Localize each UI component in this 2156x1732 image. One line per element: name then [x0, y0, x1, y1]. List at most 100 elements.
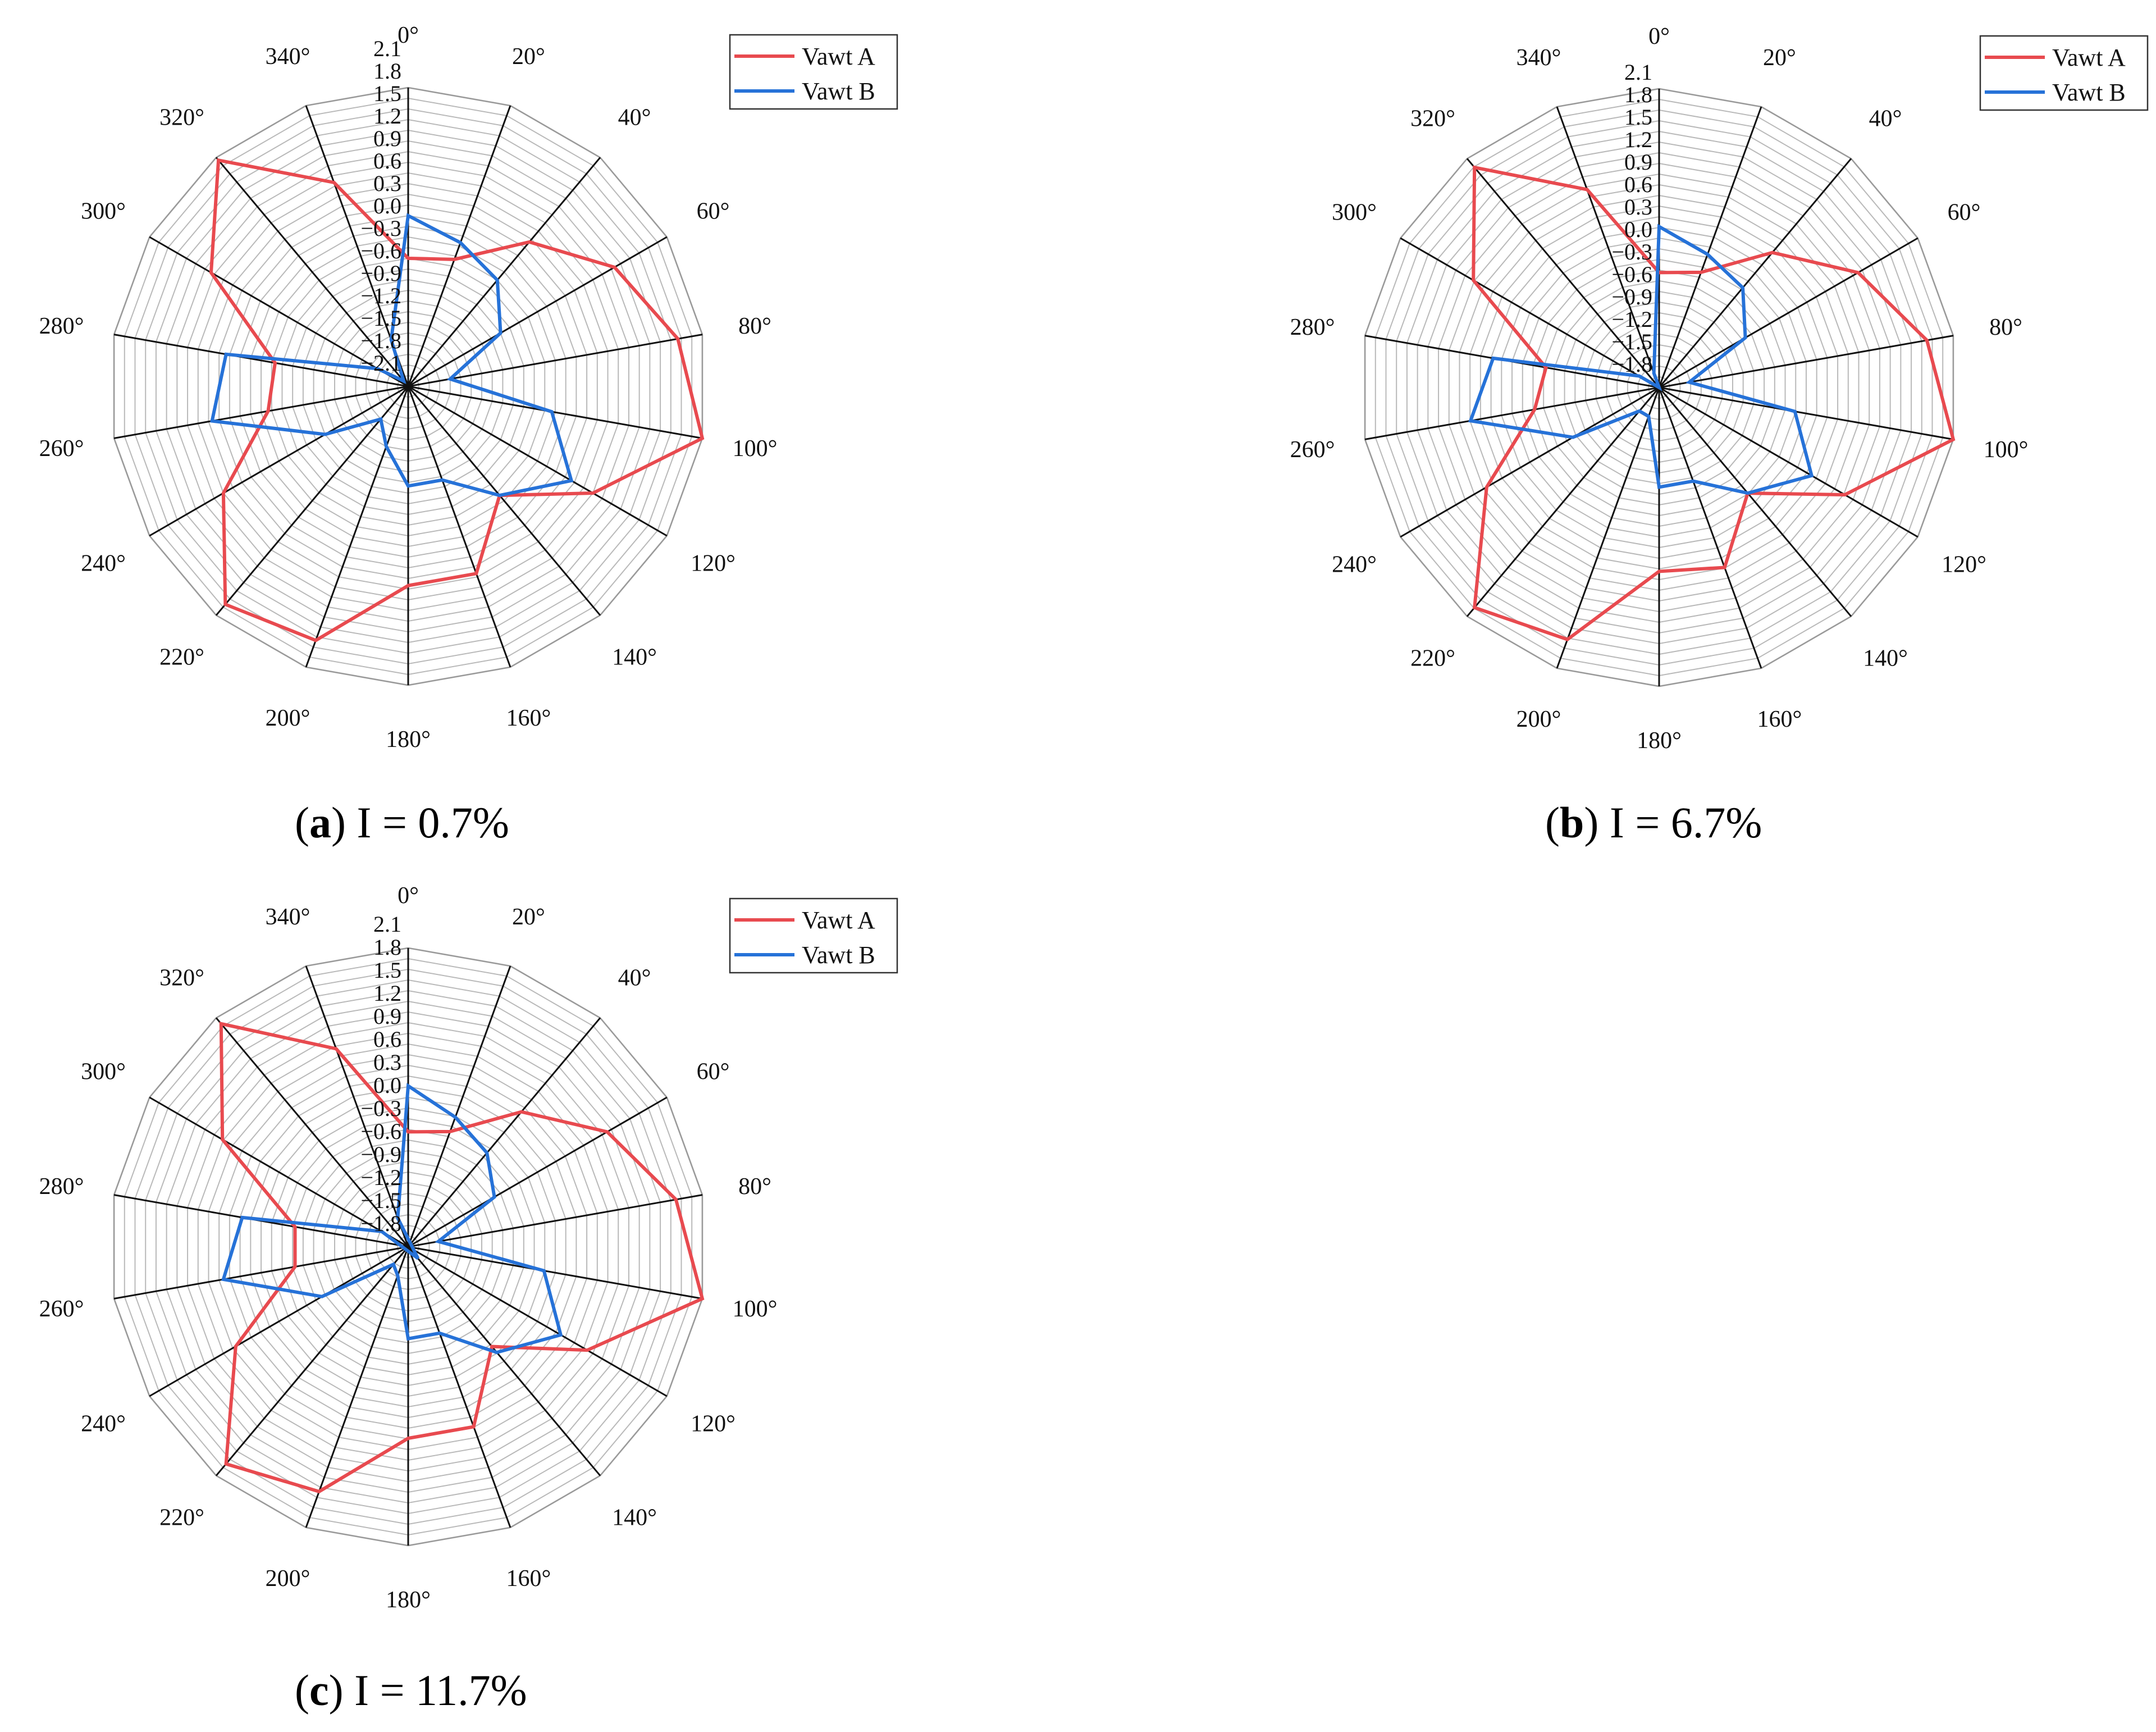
angle-label: 180° [386, 1587, 431, 1613]
angle-label: 20° [512, 904, 545, 930]
spoke [1658, 106, 1762, 388]
angle-label: 200° [266, 705, 310, 731]
caption-a-letter: a [309, 798, 331, 847]
angle-label: 20° [1763, 45, 1796, 71]
angle-label: 140° [612, 1505, 657, 1530]
spoke [407, 1017, 601, 1247]
angle-label: 40° [618, 105, 651, 131]
angle-label: 220° [159, 644, 204, 670]
radial-tick-label: 2.1 [1624, 60, 1652, 85]
caption-c-letter: c [309, 1666, 329, 1715]
angle-label: 40° [618, 965, 651, 991]
caption-b-text: I = 6.7% [1598, 798, 1762, 847]
angle-label: 40° [1869, 106, 1902, 132]
radial-tick-label: −1.2 [360, 283, 401, 308]
series-vawt-a-line [219, 1022, 705, 1494]
spoke [1556, 387, 1660, 669]
radial-tick-label: 0.0 [373, 193, 401, 218]
spoke [149, 236, 409, 388]
radial-tick-label: −1.5 [1611, 329, 1652, 354]
radial-tick-label: −0.9 [360, 261, 401, 286]
legend-label: Vawt A [2052, 44, 2126, 71]
radial-tick-label: 1.8 [1624, 82, 1652, 107]
spoke [305, 1246, 409, 1528]
angle-label: 20° [512, 44, 545, 70]
angle-label: 180° [1637, 728, 1682, 754]
spoke [113, 334, 409, 388]
radial-tick-label: −1.5 [360, 306, 401, 331]
spoke [1556, 106, 1660, 388]
legend-label: Vawt A [802, 43, 875, 70]
series-vawt-b-line [1468, 224, 1814, 495]
legend-box [729, 34, 898, 110]
series-vawt-b-line [221, 1083, 563, 1355]
angle-label: 340° [266, 44, 310, 70]
radar-chart-b: −1.8−1.5−1.2−0.9−0.6−0.30.00.30.60.91.21… [1290, 24, 2149, 754]
spoke [408, 334, 703, 388]
angle-label: 100° [1984, 437, 2029, 463]
legend: Vawt A Vawt B [729, 897, 898, 974]
spoke [407, 157, 601, 387]
angle-label: 160° [506, 1566, 551, 1592]
angle-label: 280° [39, 1174, 84, 1200]
radial-tick-label: 0.9 [373, 1004, 401, 1029]
series-vawt-a-line [209, 158, 705, 642]
angle-label: 200° [1516, 707, 1561, 732]
angle-label: 300° [1332, 200, 1377, 226]
spoke [215, 1246, 409, 1476]
spoke [149, 1096, 409, 1248]
series-vawt-a-line [1472, 165, 1956, 641]
angle-label: 240° [81, 1411, 126, 1437]
angle-label: 100° [733, 436, 778, 462]
radial-tick-label: 0.3 [373, 1050, 401, 1075]
angle-label: 260° [1290, 437, 1335, 463]
spoke [113, 385, 409, 439]
spoke [408, 385, 703, 439]
spoke [1400, 386, 1660, 538]
spoke [149, 385, 409, 537]
legend-box [1979, 35, 2149, 111]
angle-label: 80° [738, 1174, 771, 1200]
radial-tick-label: −1.2 [1611, 307, 1652, 332]
spoke [149, 1246, 409, 1397]
caption-c-text: I = 11.7% [343, 1666, 527, 1715]
angle-label: 320° [1410, 106, 1455, 132]
spoke [1659, 386, 1919, 538]
spoke [1658, 387, 1852, 617]
radial-tick-label: −0.3 [360, 1096, 401, 1121]
spoke [113, 1246, 409, 1300]
radial-tick-label: 2.1 [373, 911, 401, 937]
angle-label: 220° [159, 1505, 204, 1530]
radial-tick-label: 0.9 [373, 126, 401, 151]
legend-label: Vawt B [2052, 79, 2126, 106]
radial-tick-label: 0.6 [1624, 172, 1652, 197]
angle-label: 80° [1989, 315, 2022, 340]
radial-tick-label: 1.5 [373, 958, 401, 983]
legend: Vawt A Vawt B [1979, 35, 2149, 111]
angle-label: 120° [1942, 552, 1986, 578]
radial-tick-label: 2.1 [373, 36, 401, 61]
angle-label: 0° [398, 22, 419, 48]
radar-chart-a: −2.1−1.8−1.5−1.2−0.9−0.6−0.30.00.30.60.9… [39, 22, 898, 753]
radial-tick-label: 1.5 [373, 81, 401, 106]
radial-tick-label: 1.2 [1624, 127, 1652, 152]
angle-label: 280° [39, 313, 84, 339]
angle-label: 280° [1290, 315, 1335, 340]
spoke [1659, 237, 1919, 389]
angle-label: 100° [733, 1296, 778, 1322]
legend-label: Vawt B [802, 941, 875, 969]
radial-tick-label: −0.3 [1611, 239, 1652, 265]
series-vawt-b-line [210, 213, 574, 498]
spoke [407, 386, 511, 668]
spoke [408, 1246, 703, 1300]
angle-label: 340° [266, 904, 310, 930]
angle-label: 320° [159, 965, 204, 991]
angle-label: 60° [697, 199, 730, 225]
radial-tick-label: 1.2 [373, 103, 401, 129]
radial-tick-label: −0.6 [360, 238, 401, 263]
radial-tick-label: −2.1 [360, 350, 401, 376]
radial-tick-label: 0.0 [373, 1073, 401, 1098]
angle-label: 200° [266, 1566, 310, 1592]
angle-label: 140° [612, 644, 657, 670]
